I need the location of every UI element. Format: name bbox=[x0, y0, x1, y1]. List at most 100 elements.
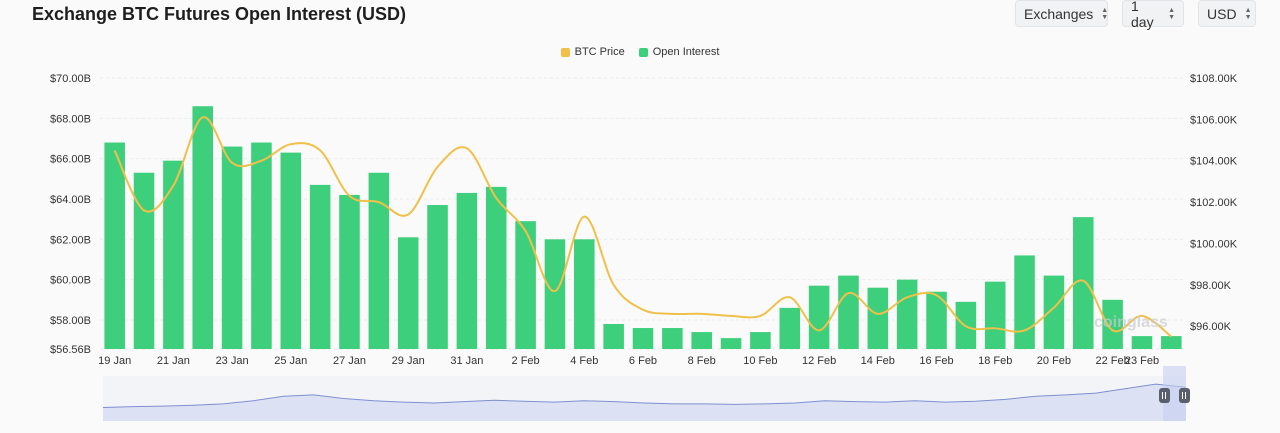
open-interest-bar[interactable] bbox=[192, 106, 214, 350]
btc-price-point[interactable] bbox=[989, 322, 1001, 334]
btc-price-point[interactable] bbox=[520, 225, 532, 237]
btc-price-point[interactable] bbox=[138, 204, 150, 216]
btc-price-point[interactable] bbox=[901, 291, 913, 303]
open-interest-bar[interactable] bbox=[1043, 275, 1065, 349]
x-tick-label: 2 Feb bbox=[512, 355, 540, 367]
btc-price-point[interactable] bbox=[1019, 324, 1031, 336]
btc-price-point[interactable] bbox=[578, 211, 590, 223]
open-interest-bar[interactable] bbox=[808, 285, 830, 349]
open-interest-bar[interactable] bbox=[1131, 336, 1153, 349]
btc-price-point[interactable] bbox=[432, 161, 444, 173]
btc-price-point[interactable] bbox=[490, 192, 502, 204]
btc-price-point[interactable] bbox=[754, 310, 766, 322]
open-interest-bar[interactable] bbox=[867, 287, 889, 349]
interval-select[interactable]: 1 day ▲ ▼ bbox=[1122, 0, 1184, 30]
open-interest-bar[interactable] bbox=[779, 307, 801, 349]
y-left-tick-label: $68.00B bbox=[50, 113, 91, 125]
x-tick-label: 12 Feb bbox=[802, 355, 836, 367]
open-interest-bar[interactable] bbox=[1161, 336, 1182, 349]
open-interest-bar[interactable] bbox=[984, 281, 1006, 349]
open-interest-bar[interactable] bbox=[720, 338, 742, 349]
x-tick-label: 4 Feb bbox=[570, 355, 598, 367]
open-interest-bar[interactable] bbox=[1102, 299, 1123, 349]
navigator-handle-right[interactable] bbox=[1179, 388, 1190, 403]
open-interest-bar[interactable] bbox=[603, 323, 624, 349]
open-interest-bar[interactable] bbox=[926, 291, 947, 349]
btc-price-point[interactable] bbox=[696, 308, 708, 320]
open-interest-bar[interactable] bbox=[163, 160, 184, 349]
open-interest-bar[interactable] bbox=[544, 239, 566, 349]
btc-price-point[interactable] bbox=[784, 291, 796, 303]
currency-select[interactable]: USD ▲ ▼ bbox=[1198, 0, 1256, 27]
open-interest-bar[interactable] bbox=[251, 142, 272, 349]
btc-price-point[interactable] bbox=[666, 308, 678, 320]
btc-price-point[interactable] bbox=[109, 144, 121, 156]
btc-price-point[interactable] bbox=[226, 157, 238, 169]
open-interest-bar[interactable] bbox=[750, 332, 771, 349]
open-interest-bar[interactable] bbox=[485, 186, 507, 349]
y-left-tick-label: $60.00B bbox=[50, 275, 91, 287]
x-tick-label: 31 Jan bbox=[450, 355, 483, 367]
btc-price-point[interactable] bbox=[725, 310, 737, 322]
chart-legend: BTC Price Open Interest bbox=[0, 46, 1280, 58]
y-right-tick-label: $100.00K bbox=[1190, 238, 1238, 250]
open-interest-bar[interactable] bbox=[104, 142, 125, 349]
open-interest-bar[interactable] bbox=[368, 172, 390, 349]
open-interest-bar[interactable] bbox=[397, 237, 419, 349]
navigator-handle-left[interactable] bbox=[1159, 388, 1170, 403]
btc-price-point[interactable] bbox=[197, 111, 209, 123]
btc-price-point[interactable] bbox=[931, 289, 943, 301]
btc-price-point[interactable] bbox=[255, 155, 267, 167]
chevron-updown-icon: ▲ ▼ bbox=[1101, 6, 1109, 21]
btc-price-point[interactable] bbox=[402, 209, 414, 221]
y-left-tick-label: $64.00B bbox=[50, 194, 91, 206]
btc-price-point[interactable] bbox=[549, 285, 561, 297]
btc-price-point[interactable] bbox=[1165, 331, 1177, 343]
open-interest-bar[interactable] bbox=[1072, 217, 1094, 349]
btc-price-point[interactable] bbox=[343, 190, 355, 202]
btc-price-point[interactable] bbox=[1048, 302, 1060, 314]
btc-price-point[interactable] bbox=[285, 138, 297, 150]
btc-price-point[interactable] bbox=[813, 324, 825, 336]
exchanges-select-label: Exchanges bbox=[1024, 5, 1094, 22]
open-interest-bar[interactable] bbox=[309, 184, 331, 349]
y-right-tick-label: $108.00K bbox=[1190, 73, 1238, 85]
legend-label-open-interest: Open Interest bbox=[652, 46, 720, 58]
btc-price-point[interactable] bbox=[842, 287, 854, 299]
btc-price-point[interactable] bbox=[373, 196, 385, 208]
open-interest-bar[interactable] bbox=[574, 239, 595, 349]
open-interest-bar[interactable] bbox=[221, 146, 243, 349]
btc-price-point[interactable] bbox=[960, 320, 972, 332]
chevron-updown-icon: ▲ ▼ bbox=[1168, 6, 1175, 21]
open-interest-bar[interactable] bbox=[515, 221, 536, 349]
navigator-selection[interactable] bbox=[1163, 366, 1186, 421]
open-interest-bar[interactable] bbox=[133, 172, 155, 349]
open-interest-bar[interactable] bbox=[427, 205, 448, 349]
open-interest-bar[interactable] bbox=[280, 152, 302, 349]
open-interest-bar[interactable] bbox=[1014, 255, 1035, 349]
coinglass-watermark: coinglass bbox=[1094, 314, 1168, 331]
currency-select-label: USD bbox=[1207, 5, 1237, 22]
open-interest-bar[interactable] bbox=[632, 328, 654, 349]
x-tick-label: 27 Jan bbox=[333, 355, 366, 367]
btc-price-point[interactable] bbox=[167, 180, 179, 192]
btc-price-point[interactable] bbox=[461, 142, 473, 154]
legend-item-open-interest[interactable]: Open Interest bbox=[638, 46, 720, 58]
legend-item-btc-price[interactable]: BTC Price bbox=[560, 46, 625, 58]
open-interest-bar[interactable] bbox=[838, 275, 859, 349]
open-interest-bar[interactable] bbox=[456, 192, 478, 349]
open-interest-bar[interactable] bbox=[339, 194, 360, 349]
btc-price-point[interactable] bbox=[637, 304, 649, 316]
x-tick-label: 20 Feb bbox=[1037, 355, 1071, 367]
btc-price-point[interactable] bbox=[608, 279, 620, 291]
open-interest-bar[interactable] bbox=[691, 332, 712, 349]
open-interest-bar[interactable] bbox=[662, 328, 683, 349]
open-interest-bar[interactable] bbox=[896, 279, 918, 349]
exchanges-select[interactable]: Exchanges ▲ ▼ bbox=[1015, 0, 1108, 27]
btc-price-line bbox=[113, 116, 1172, 338]
btc-price-point[interactable] bbox=[1077, 275, 1089, 287]
btc-price-point[interactable] bbox=[314, 144, 326, 156]
x-tick-label: 22 Feb bbox=[1095, 355, 1129, 367]
btc-price-point[interactable] bbox=[872, 308, 884, 320]
y-right-tick-label: $106.00K bbox=[1190, 114, 1238, 126]
